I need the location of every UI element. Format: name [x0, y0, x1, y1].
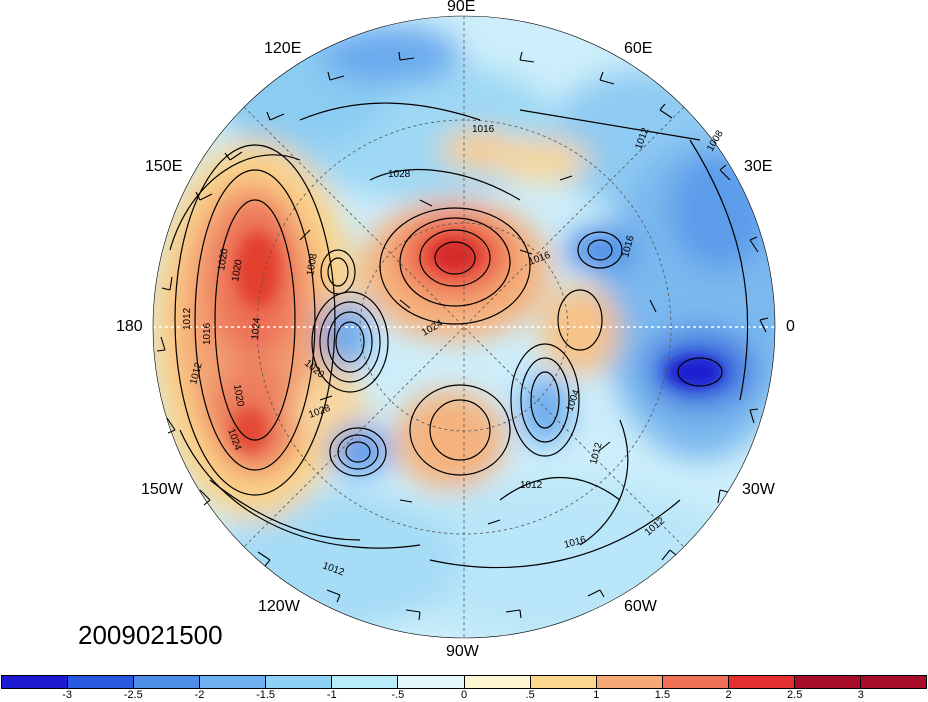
longitude-label-120w: 120W: [258, 598, 300, 615]
pressure-isobars: [169, 102, 749, 569]
colorbar-tick-label: -2: [194, 689, 205, 701]
wind-barbs: [156, 51, 769, 621]
colorbar-tick-label: .5: [525, 689, 535, 701]
longitude-label-90e: 90E: [447, 0, 476, 15]
contour-label: 1012: [520, 480, 543, 491]
contour-label: 1020: [231, 384, 246, 408]
contour-label: 1008: [305, 252, 320, 276]
contour-label: 1020: [216, 247, 231, 271]
colorbar-segment: [662, 676, 729, 688]
colorbar-tick-label: 1: [593, 689, 600, 701]
colorbar-tick-label: 2.5: [787, 689, 803, 701]
colorbar-segment: [861, 676, 927, 688]
longitude-label-30e: 30E: [744, 158, 773, 175]
contour-label: 1016: [472, 124, 495, 135]
colorbar-segment: [134, 676, 201, 688]
colorbar-segment: [398, 676, 465, 688]
longitude-label-120e: 120E: [264, 40, 302, 57]
longitude-label-30w: 30W: [742, 481, 775, 498]
colorbar-segment: [530, 676, 597, 688]
colorbar-tick-label: -1.5: [256, 689, 276, 701]
colorbar-segment: [266, 676, 333, 688]
colorbar-tick-label: 0: [460, 689, 468, 701]
colorbar-segment: [596, 676, 663, 688]
longitude-label-150w: 150W: [141, 481, 183, 498]
map-boundary: [152, 15, 776, 639]
longitude-label-180: 180: [116, 318, 143, 335]
colorbar-segment: [2, 676, 69, 688]
longitude-label-60e: 60E: [624, 40, 653, 57]
colorbar-segment: [794, 676, 862, 688]
colorbar-tick-label: -2.5: [123, 689, 143, 701]
temperature-anomaly-field: [153, 16, 775, 638]
colorbar-tick-label: -3: [62, 689, 73, 701]
colorbar-tick-label: -.5: [391, 689, 405, 701]
colorbar-tick-label: -1: [326, 689, 337, 701]
contour-label: 1024: [250, 317, 263, 341]
contour-label: 1028: [388, 169, 411, 180]
longitude-label-90w: 90W: [446, 643, 479, 660]
longitude-label-0: 0: [786, 318, 795, 335]
colorbar-segment: [728, 676, 795, 688]
date-label: 2009021500: [78, 620, 223, 650]
colorbar-tick-label: 2: [725, 689, 732, 701]
contour-label: 1020: [230, 258, 245, 282]
contour-label: 1016: [202, 322, 213, 345]
colorbar-segment: [332, 676, 399, 688]
colorbar-tick-label: 3: [857, 689, 864, 701]
colorbar-segment: [200, 676, 267, 688]
colorbar-segment: [68, 676, 135, 688]
contour-label: 1008: [705, 128, 726, 153]
colorbar-tick-label: 1.5: [654, 689, 671, 701]
contour-label: 1012: [182, 307, 193, 330]
longitude-label-60w: 60W: [624, 598, 657, 615]
longitude-label-150e: 150E: [145, 158, 183, 175]
colorbar-segment: [464, 676, 531, 688]
colorbar: [1, 675, 927, 689]
